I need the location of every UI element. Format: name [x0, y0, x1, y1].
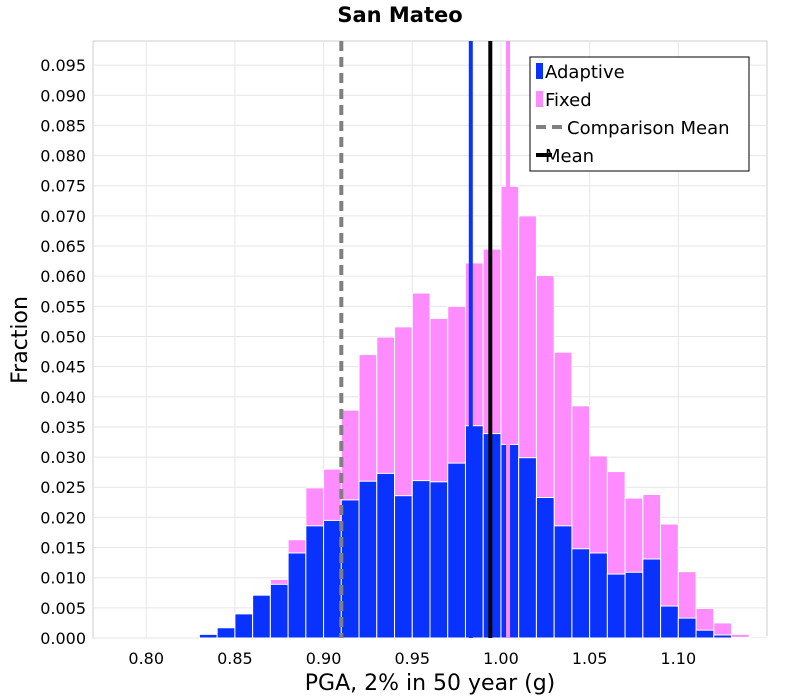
legend-box	[529, 56, 750, 172]
y-tick-label: 0.095	[40, 56, 86, 75]
x-tick-label: 0.80	[128, 649, 164, 668]
x-tick-label: 1.00	[483, 649, 519, 668]
x-axis-ticks: 0.80 0.85 0.90 0.95 1.00 1.05 1.10	[128, 649, 696, 668]
x-tick-label: 1.05	[572, 649, 608, 668]
adaptive-bar	[695, 629, 715, 639]
y-axis-ticks: 0.000 0.005 0.010 0.015 0.020 0.025 0.030 0.035…	[40, 56, 86, 648]
y-tick-label: 0.040	[40, 388, 86, 407]
legend: Adaptive Fixed Comparison Mean Mean	[529, 56, 750, 172]
legend-label-adaptive: Adaptive	[545, 62, 625, 83]
adaptive-bar	[677, 617, 697, 639]
y-tick-label: 0.090	[40, 86, 86, 105]
adaptive-bar	[429, 481, 449, 639]
y-tick-label: 0.075	[40, 177, 86, 196]
adaptive-bar	[269, 583, 289, 639]
y-tick-label: 0.080	[40, 147, 86, 166]
adaptive-series	[198, 425, 750, 639]
adaptive-bar	[464, 425, 484, 639]
adaptive-bar	[252, 594, 271, 639]
y-tick-label: 0.065	[40, 237, 86, 256]
adaptive-bar	[323, 519, 342, 639]
x-tick-label: 0.90	[306, 649, 342, 668]
y-tick-label: 0.050	[40, 327, 86, 346]
y-tick-label: 0.015	[40, 539, 86, 558]
adaptive-bar	[571, 548, 591, 639]
adaptive-bar	[606, 573, 626, 639]
y-tick-label: 0.030	[40, 448, 86, 467]
chart-title: San Mateo	[337, 3, 462, 27]
y-tick-label: 0.060	[40, 267, 86, 286]
legend-swatch-adaptive	[536, 63, 543, 79]
adaptive-bar	[340, 499, 360, 639]
y-tick-label: 0.000	[40, 629, 86, 648]
y-tick-label: 0.035	[40, 418, 86, 437]
adaptive-bar	[358, 480, 378, 639]
adaptive-bar	[216, 627, 236, 639]
adaptive-bar	[411, 480, 431, 639]
x-tick-label: 0.85	[217, 649, 253, 668]
adaptive-bar	[535, 496, 555, 639]
x-tick-label: 1.10	[661, 649, 697, 668]
adaptive-bar	[731, 636, 750, 639]
adaptive-bar	[553, 525, 573, 639]
adaptive-bar	[305, 525, 325, 639]
adaptive-bar	[589, 552, 608, 639]
y-tick-label: 0.070	[40, 207, 86, 226]
y-tick-label: 0.045	[40, 358, 86, 377]
y-axis-label: Fraction	[8, 296, 33, 384]
legend-swatch-fixed	[536, 91, 543, 107]
legend-label-fixed: Fixed	[545, 90, 592, 111]
y-tick-label: 0.055	[40, 297, 86, 316]
y-tick-label: 0.020	[40, 508, 86, 527]
adaptive-bar	[234, 613, 254, 639]
legend-label-comparison-mean: Comparison Mean	[567, 118, 730, 139]
y-tick-label: 0.085	[40, 116, 86, 135]
y-tick-label: 0.025	[40, 478, 86, 497]
adaptive-bar	[518, 457, 537, 639]
adaptive-bar	[394, 495, 413, 639]
x-axis-label: PGA, 2% in 50 year (g)	[305, 671, 556, 696]
y-tick-label: 0.010	[40, 569, 86, 588]
legend-label-mean: Mean	[545, 146, 594, 167]
adaptive-bar	[713, 634, 733, 639]
adaptive-bar	[642, 558, 662, 639]
adaptive-bar	[376, 472, 396, 639]
adaptive-bar	[198, 633, 218, 639]
adaptive-bar	[447, 462, 466, 639]
adaptive-bar	[624, 571, 644, 639]
fixed-bar	[748, 636, 768, 639]
y-tick-label: 0.005	[40, 599, 86, 618]
x-tick-label: 0.95	[394, 649, 430, 668]
adaptive-bar	[287, 552, 307, 639]
mean-lines	[339, 41, 511, 638]
adaptive-bar	[660, 605, 679, 639]
